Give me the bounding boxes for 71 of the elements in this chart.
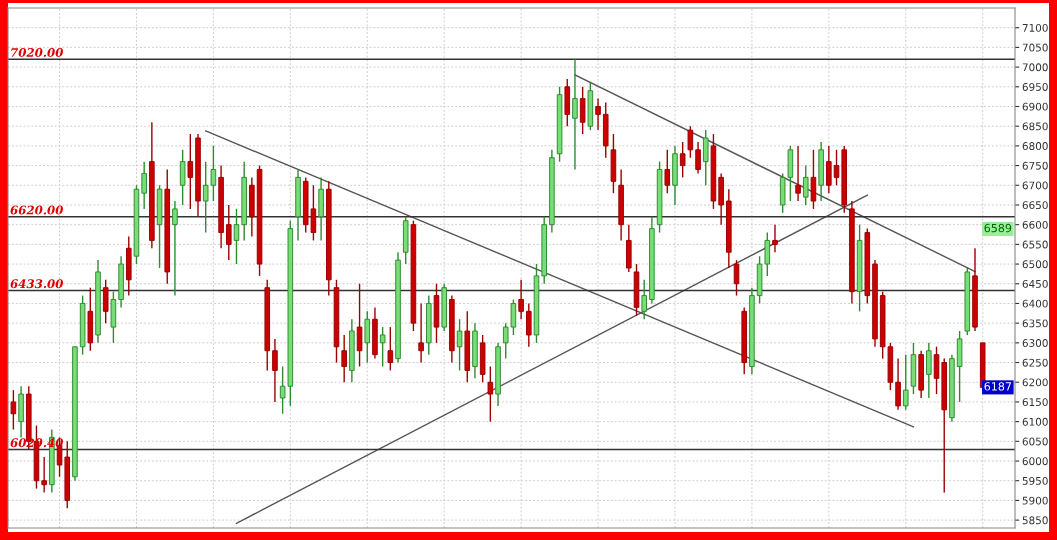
y-tick-label: 6250	[1022, 358, 1048, 367]
y-tick-label: 6150	[1022, 398, 1048, 407]
candlestick	[141, 160, 147, 210]
candlestick	[802, 164, 809, 206]
candlestick	[272, 338, 278, 403]
candlestick	[679, 141, 686, 179]
candlestick	[364, 310, 371, 364]
candlestick	[518, 279, 524, 320]
candlestick	[902, 353, 909, 411]
y-tick-label: 5900	[1022, 496, 1048, 505]
candlestick	[579, 86, 586, 135]
y-tick-label: 5850	[1022, 516, 1048, 525]
candlestick	[572, 58, 578, 171]
candlestick	[795, 145, 801, 202]
y-tick-label: 7050	[1022, 43, 1048, 52]
y-tick-label: 6700	[1022, 181, 1048, 190]
y-tick-label: 6400	[1022, 299, 1048, 308]
annotation: 6589	[984, 223, 1012, 233]
candlestick	[826, 145, 832, 194]
candlestick	[487, 365, 494, 423]
y-tick-label: 6900	[1022, 102, 1048, 111]
candlestick	[833, 149, 840, 186]
candlestick	[664, 149, 671, 194]
candlestick	[10, 389, 17, 431]
y-tick-label: 6750	[1022, 161, 1048, 170]
candlestick	[456, 318, 463, 372]
candlestick	[526, 302, 532, 348]
candlestick	[172, 200, 178, 297]
candlestick	[379, 326, 386, 368]
candlestick	[926, 342, 932, 399]
candlestick	[179, 149, 186, 206]
y-tick-label: 6950	[1022, 83, 1048, 91]
y-tick-label: 6650	[1022, 201, 1048, 210]
ref-line-label: 6433.00	[10, 279, 64, 289]
candlestick	[595, 97, 601, 131]
y-tick-label: 5950	[1022, 476, 1048, 485]
candlestick	[641, 279, 647, 320]
candlestick	[341, 334, 347, 383]
candlestick	[810, 149, 817, 210]
y-tick-label: 6200	[1022, 378, 1048, 387]
y-tick-label: 6450	[1022, 279, 1048, 288]
candlestick	[187, 133, 194, 210]
ref-line-label: 7020.00	[11, 48, 64, 57]
y-tick-label: 6300	[1022, 339, 1048, 347]
candlestick	[895, 357, 901, 411]
candlestick	[933, 346, 940, 395]
candlestick	[387, 326, 394, 372]
y-tick-label: 6500	[1022, 260, 1048, 269]
ref-line-label: 6620.00	[10, 205, 64, 215]
candlestick	[772, 223, 778, 253]
y-tick-label: 7000	[1022, 63, 1048, 72]
candlestick	[687, 125, 694, 159]
y-tick-label: 6050	[1022, 437, 1048, 446]
y-tick-label: 6100	[1022, 417, 1048, 426]
annotation: 6187	[984, 382, 1012, 391]
y-tick-label: 6550	[1022, 240, 1048, 249]
candlestick	[695, 141, 701, 175]
candlestick	[702, 129, 709, 186]
y-tick-label: 6850	[1022, 122, 1048, 131]
candlestick	[225, 204, 232, 261]
candlestick	[102, 279, 109, 324]
y-tick-label: 6800	[1022, 142, 1048, 150]
candlestick	[356, 283, 363, 368]
candlestick	[418, 302, 424, 364]
y-tick-label: 6350	[1022, 319, 1048, 328]
y-tick-label: 7100	[1022, 23, 1048, 32]
candlestick	[41, 456, 47, 494]
candlestick	[733, 259, 740, 297]
candlestick	[233, 208, 240, 265]
y-tick-label: 6600	[1022, 220, 1048, 229]
y-tick-label: 6000	[1022, 457, 1048, 466]
